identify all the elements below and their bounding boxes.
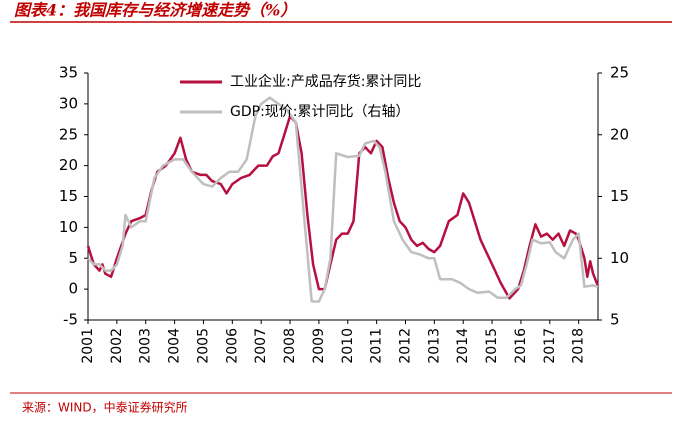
y2-tick-label: 10 xyxy=(610,249,629,267)
x-tick-label: 2016 xyxy=(513,328,529,364)
y-tick-label: 10 xyxy=(59,218,78,236)
series-line xyxy=(86,114,600,300)
x-tick-label: 2007 xyxy=(253,328,269,364)
y-tick-label: 30 xyxy=(59,94,78,112)
y2-tick-label: 15 xyxy=(610,187,629,205)
y-tick-label: 15 xyxy=(59,187,78,205)
x-tick-label: 2011 xyxy=(369,328,385,364)
x-tick-label: 2010 xyxy=(340,328,356,364)
y-tick-label: 20 xyxy=(59,156,78,174)
series-line xyxy=(87,96,599,303)
legend-label: GDP:现价:累计同比（右轴） xyxy=(230,104,410,120)
y-tick-label: -5 xyxy=(63,311,78,329)
y2-tick-label: 25 xyxy=(610,64,629,82)
x-tick-label: 2008 xyxy=(282,328,298,364)
x-tick-label: 2002 xyxy=(109,328,125,364)
x-tick-label: 2017 xyxy=(542,328,558,364)
y-tick-label: 0 xyxy=(68,280,78,298)
x-tick-label: 2009 xyxy=(311,328,327,364)
x-tick-label: 2013 xyxy=(426,328,442,364)
x-tick-label: 2018 xyxy=(571,328,587,364)
y-tick-label: 35 xyxy=(59,64,78,82)
x-tick-label: 2006 xyxy=(224,328,240,364)
y2-tick-label: 5 xyxy=(610,311,620,329)
chart-title: 图表4：我国库存与经济增速走势（%） xyxy=(14,1,296,20)
y-tick-label: 5 xyxy=(68,249,78,267)
source: 来源：WIND，中泰证券研究所 xyxy=(22,400,188,415)
x-tick-label: 2005 xyxy=(195,328,211,364)
x-tick-label: 2015 xyxy=(484,328,500,364)
x-tick-label: 2004 xyxy=(167,328,183,364)
x-tick-label: 2014 xyxy=(455,328,471,364)
legend-label: 工业企业:产成品存货:累计同比 xyxy=(230,73,421,90)
y2-tick-label: 20 xyxy=(610,125,629,143)
y-tick-label: 25 xyxy=(59,125,78,143)
x-tick-label: 2001 xyxy=(80,328,96,364)
x-tick-label: 2003 xyxy=(138,328,154,364)
x-tick-label: 2012 xyxy=(397,328,413,364)
